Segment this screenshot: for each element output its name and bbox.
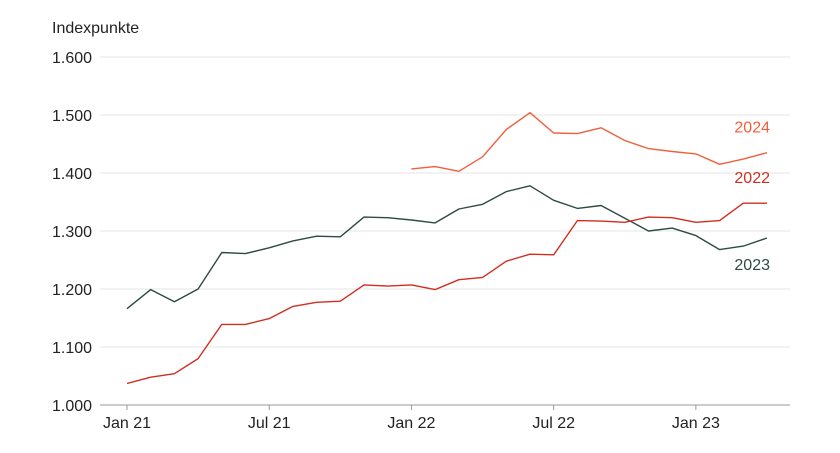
data-point-2023 (576, 207, 579, 210)
data-point-2023 (694, 234, 697, 237)
data-point-2022 (457, 278, 460, 281)
data-point-2023 (623, 217, 626, 220)
data-point-2024 (718, 163, 721, 166)
data-point-2024 (623, 139, 626, 142)
data-point-2024 (529, 111, 532, 114)
data-point-2024 (694, 152, 697, 155)
data-point-2024 (576, 132, 579, 135)
data-point-2022 (552, 253, 555, 256)
x-tick-label: Jan 23 (672, 415, 720, 432)
data-point-2023 (410, 219, 413, 222)
data-point-2022 (671, 216, 674, 219)
data-point-2023 (718, 248, 721, 251)
data-point-2022 (386, 285, 389, 288)
data-point-2022 (766, 202, 769, 205)
data-point-2024 (600, 126, 603, 129)
data-point-2023 (766, 237, 769, 240)
data-point-2023 (315, 235, 318, 238)
data-point-2024 (742, 158, 745, 161)
data-point-2023 (671, 227, 674, 230)
y-tick-label: 1.100 (52, 340, 92, 357)
data-point-2022 (647, 216, 650, 219)
axis: 1.000 1.100 1.200 1.300 1.400 1.500 1.600 Jan 2… (52, 50, 790, 432)
data-point-2024 (647, 147, 650, 150)
data-point-2022 (315, 301, 318, 304)
series-line-2022 (126, 202, 767, 385)
y-tick-label: 1.300 (52, 224, 92, 241)
data-point-2023 (268, 246, 271, 249)
data-point-2023 (220, 251, 223, 254)
data-point-2022 (623, 221, 626, 224)
data-point-2023 (386, 216, 389, 219)
data-point-2023 (529, 184, 532, 187)
data-point-2022 (244, 323, 247, 326)
data-point-2022 (718, 219, 721, 222)
y-tick-label: 1.500 (52, 108, 92, 125)
data-point-2024 (481, 155, 484, 158)
series-lines (126, 111, 769, 385)
data-point-2023 (552, 199, 555, 202)
data-point-2022 (149, 376, 152, 379)
series-labels: 2023 2022 2024 (734, 120, 770, 274)
data-point-2023 (647, 230, 650, 233)
data-point-2022 (600, 220, 603, 223)
data-point-2024 (505, 128, 508, 131)
data-point-2022 (505, 260, 508, 263)
data-point-2022 (173, 372, 176, 375)
data-point-2023 (481, 203, 484, 206)
data-point-2022 (434, 288, 437, 291)
data-point-2023 (457, 208, 460, 211)
data-point-2023 (363, 216, 366, 219)
grid-lines (100, 56, 790, 348)
data-point-2024 (434, 165, 437, 168)
data-point-2022 (742, 202, 745, 205)
data-point-2022 (363, 283, 366, 286)
series-line-2023 (126, 185, 768, 310)
data-point-2023 (126, 307, 129, 310)
x-tick-label: Jan 21 (103, 415, 151, 432)
data-point-2022 (126, 382, 129, 385)
data-point-2022 (291, 305, 294, 308)
data-point-2023 (742, 245, 745, 248)
x-tick-label: Jul 21 (248, 415, 291, 432)
data-point-2024 (457, 170, 460, 173)
data-point-2022 (268, 317, 271, 320)
data-point-2022 (339, 300, 342, 303)
data-point-2023 (149, 288, 152, 291)
data-point-2022 (694, 221, 697, 224)
x-tick-label: Jul 22 (532, 415, 575, 432)
y-axis-unit-label: Indexpunkte (52, 20, 140, 37)
series-label-2024: 2024 (734, 120, 770, 137)
data-point-2023 (197, 288, 200, 291)
data-point-2024 (410, 167, 413, 170)
data-point-2024 (552, 132, 555, 135)
data-point-2022 (481, 276, 484, 279)
data-point-2023 (173, 300, 176, 303)
data-point-2022 (410, 283, 413, 286)
series-label-2022: 2022 (734, 170, 770, 187)
data-point-2022 (220, 323, 223, 326)
series-label-2023: 2023 (734, 257, 770, 274)
y-tick-label: 1.600 (52, 50, 92, 67)
data-point-2024 (766, 151, 769, 154)
y-tick-label: 1.000 (52, 398, 92, 415)
data-point-2023 (244, 252, 247, 255)
data-point-2023 (505, 190, 508, 193)
series-line-2024 (411, 111, 768, 173)
data-point-2024 (671, 150, 674, 153)
x-tick-label: Jan 22 (387, 415, 435, 432)
data-point-2023 (434, 221, 437, 224)
data-point-2022 (197, 357, 200, 360)
data-point-2023 (291, 239, 294, 242)
data-point-2022 (576, 219, 579, 222)
data-point-2022 (529, 253, 532, 256)
y-tick-label: 1.400 (52, 166, 92, 183)
data-point-2023 (600, 204, 603, 207)
data-point-2023 (339, 235, 342, 238)
y-tick-label: 1.200 (52, 282, 92, 299)
